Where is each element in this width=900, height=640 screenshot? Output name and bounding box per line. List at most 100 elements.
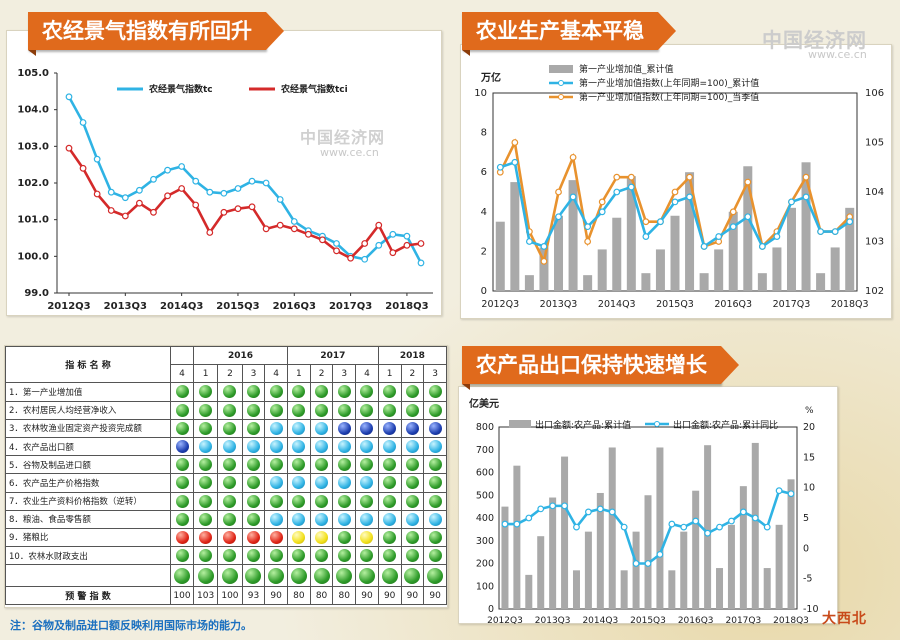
status-dot-green-icon bbox=[337, 530, 351, 544]
dot-cell bbox=[309, 436, 334, 457]
quarter-label: 2 bbox=[309, 364, 334, 384]
dot-cell bbox=[377, 546, 402, 566]
dot-cell bbox=[287, 527, 311, 548]
dot-cell bbox=[355, 382, 379, 402]
bar bbox=[537, 536, 545, 609]
status-dot-green-icon bbox=[428, 494, 442, 508]
dot-cell bbox=[377, 527, 402, 548]
dot-cell bbox=[355, 400, 379, 420]
indicator-table: 指 标 名 称 2016 2017 2018 4 1 2 3 4 1 2 3 4 1 2 3 1．第一产业增加值… bbox=[5, 346, 447, 606]
y-axis-unit-left: 亿美元 bbox=[469, 397, 499, 410]
status-dot-green-icon bbox=[405, 458, 419, 472]
y-tick-label-left: 2 bbox=[481, 246, 487, 257]
y-tick-label-left: 4 bbox=[481, 207, 487, 218]
dot-cell bbox=[355, 418, 379, 438]
bar bbox=[632, 531, 640, 609]
status-dot-green-icon bbox=[246, 494, 260, 508]
bar bbox=[772, 247, 782, 291]
status-dot-green-icon bbox=[175, 512, 189, 526]
dot-cell bbox=[377, 473, 402, 493]
series-0-point bbox=[192, 177, 200, 185]
status-dot-blue-icon bbox=[337, 476, 351, 490]
status-dot-green-icon bbox=[337, 458, 351, 472]
status-dot-green-icon bbox=[199, 549, 213, 563]
status-dot-blue-icon bbox=[269, 440, 283, 454]
bar bbox=[572, 570, 580, 609]
bar bbox=[510, 182, 520, 291]
dot-cell bbox=[170, 382, 194, 402]
x-tick-label: 2017Q3 bbox=[726, 616, 762, 625]
x-tick-label: 2013Q3 bbox=[535, 616, 571, 625]
dot-cell bbox=[241, 400, 266, 420]
bar bbox=[501, 506, 509, 609]
bar bbox=[830, 247, 840, 291]
series-current-point bbox=[613, 173, 621, 181]
y-tick-label-right: 5 bbox=[803, 513, 809, 524]
status-dot-blue-icon bbox=[292, 512, 306, 526]
y-tick-label: 101.0 bbox=[17, 215, 49, 226]
status-dot-green-icon bbox=[428, 385, 442, 399]
series-yoy-point bbox=[692, 517, 700, 525]
status-dot-blue-icon bbox=[199, 440, 213, 454]
warning-value: 90 bbox=[264, 586, 288, 606]
series-yoy-point bbox=[751, 514, 759, 522]
series-1-point bbox=[93, 190, 101, 198]
status-dot-yellow-icon bbox=[292, 530, 306, 544]
dot-cell bbox=[332, 455, 357, 475]
series-1-point bbox=[290, 225, 298, 233]
status-dot-blue-icon bbox=[223, 440, 237, 454]
y-tick-label-left: 600 bbox=[476, 468, 494, 479]
y-tick-label-left: 800 bbox=[476, 422, 494, 433]
summary-dot-cell bbox=[423, 564, 447, 588]
status-dot-green-icon bbox=[269, 403, 283, 417]
dot-cell bbox=[192, 527, 219, 548]
series-1-point bbox=[304, 230, 312, 238]
dot-cell bbox=[170, 546, 194, 566]
status-dot-green-icon bbox=[428, 530, 442, 544]
series-yoy-point bbox=[787, 490, 795, 498]
quarter-label: 3 bbox=[332, 364, 357, 384]
x-tick-label: 2014Q3 bbox=[160, 301, 203, 312]
dot-cell bbox=[192, 400, 219, 420]
dot-cell bbox=[377, 509, 402, 529]
series-1-point bbox=[347, 254, 355, 262]
dot-cell bbox=[287, 382, 311, 402]
series-0-point bbox=[333, 240, 340, 247]
dot-cell bbox=[400, 436, 425, 457]
bar bbox=[641, 273, 651, 291]
status-dot-green-icon bbox=[223, 458, 237, 472]
bar bbox=[539, 247, 549, 291]
status-dot-green-icon bbox=[245, 567, 262, 584]
bar bbox=[608, 447, 616, 609]
table-row: 8．粮油、食品零售额 bbox=[5, 509, 447, 529]
x-tick-label: 2017Q3 bbox=[329, 301, 372, 312]
status-dot-green-icon bbox=[405, 476, 419, 490]
dot-cell bbox=[423, 473, 447, 493]
dot-cell bbox=[170, 455, 194, 475]
quarter-label: 4 bbox=[170, 364, 194, 384]
series-1-point bbox=[417, 240, 425, 247]
bar bbox=[554, 215, 564, 291]
legend-label: 出口金额:农产品:累计同比 bbox=[673, 419, 778, 431]
summary-row bbox=[5, 564, 447, 588]
dot-cell bbox=[170, 527, 194, 548]
series-1-point bbox=[262, 225, 270, 233]
dot-cell bbox=[355, 473, 379, 493]
series-1-point bbox=[121, 212, 129, 220]
bar bbox=[716, 568, 724, 609]
x-tick-label: 2015Q3 bbox=[656, 299, 694, 310]
series-1-point bbox=[107, 207, 115, 214]
status-dot-blue-icon bbox=[360, 512, 374, 526]
status-dot-green-icon bbox=[336, 567, 353, 584]
dot-cell bbox=[264, 436, 288, 457]
watermark-mid: 中国经济网 bbox=[300, 128, 386, 147]
quarter-label: 1 bbox=[287, 364, 311, 384]
series-cumulative-point bbox=[496, 163, 504, 171]
bar bbox=[692, 490, 700, 609]
y-tick-label-right: 103 bbox=[865, 237, 884, 248]
warning-value: 80 bbox=[309, 586, 334, 606]
dot-cell bbox=[355, 509, 379, 529]
status-dot-green-icon bbox=[292, 385, 306, 399]
dot-cell bbox=[355, 527, 379, 548]
series-1-point bbox=[65, 144, 73, 152]
